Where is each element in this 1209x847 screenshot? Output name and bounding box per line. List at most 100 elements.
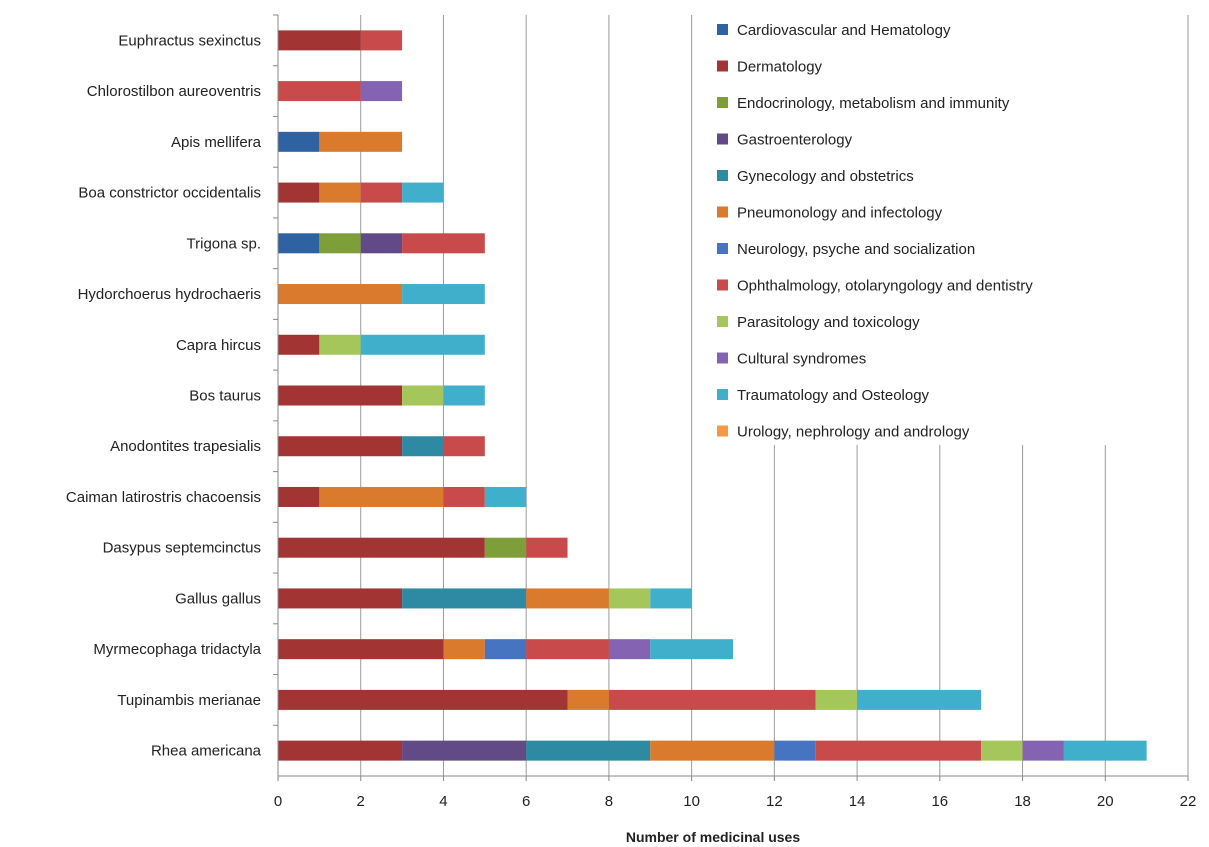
bar-segment [360,233,403,254]
legend-label: Gynecology and obstetrics [737,168,914,185]
legend-swatch [717,243,728,254]
bar-segment [526,588,609,609]
category-label: Hydorchoerus hydrochaeris [78,286,261,303]
legend-label: Parasitology and toxicology [737,314,920,331]
bar-segment [278,436,403,457]
category-label: Capra hircus [176,337,261,354]
legend-label: Pneumonology and infectology [737,205,943,222]
legend-label: Gastroenterology [737,132,853,149]
bar-segment [360,334,485,355]
bar-segment [278,689,568,710]
bar-segment [650,639,733,660]
legend-swatch [717,279,728,291]
bar-segment [402,233,485,254]
x-tick-label: 18 [1014,793,1031,810]
x-tick-label: 22 [1180,793,1197,810]
legend-label: Dermatology [737,59,823,76]
bar-segment [650,588,692,609]
bar-segment [360,81,403,102]
bar-segment [278,385,403,406]
bar-segment [402,436,444,457]
axes [277,15,1188,777]
bar-segment [278,284,403,305]
x-axis-title: Number of medicinal uses [626,829,800,845]
bar-segment [319,233,361,254]
bar-segment [278,639,444,660]
legend-swatch [717,24,728,35]
bar-segment [360,30,403,51]
bar-segment [443,436,485,457]
category-label: Euphractus sexinctus [118,32,261,49]
x-tick-label: 8 [605,793,613,810]
bar-segment [1022,740,1064,761]
bar-segment [278,334,320,355]
bar-segment [857,689,982,710]
legend-background [700,10,1170,445]
bar-segment [815,740,982,761]
x-tick-label: 16 [931,793,948,810]
category-label: Dasypus septemcinctus [103,540,261,557]
legend-swatch [717,425,728,437]
legend-swatch [717,60,728,72]
bar-segment [443,385,485,406]
legend: Cardiovascular and Hematology Dermatology… [700,10,1170,445]
bar-segment [608,639,651,660]
legend-swatch [717,352,728,364]
category-label: Tupinambis merianae [117,692,261,709]
bar-segment [402,740,527,761]
category-label: Trigona sp. [187,235,261,252]
bar-segment [815,689,858,710]
x-tick-label: 10 [683,793,700,810]
bar-segment [319,486,444,507]
bar-segment [484,639,527,660]
bar-segment [526,639,609,660]
bar-segment [402,588,527,609]
bar-segment [567,689,609,710]
legend-swatch [717,97,728,108]
category-label: Gallus gallus [175,590,261,607]
bar-segment [278,233,320,254]
bar-segment [402,385,444,406]
bar-segment [484,486,527,507]
bar-segment [319,131,403,152]
bar-segment [278,740,403,761]
category-label: Chlorostilbon aureoventris [87,83,261,100]
category-label: Bos taurus [189,388,261,405]
legend-label: Ophthalmology, otolaryngology and dentis… [737,278,1033,295]
category-label: Anodontites trapesialis [110,438,261,455]
bar-segment [278,537,485,558]
legend-label: Cultural syndromes [737,351,866,368]
bar-segment [526,740,651,761]
x-tick-label: 12 [766,793,783,810]
bar-segment [774,740,816,761]
legend-swatch [717,206,728,218]
category-label: Myrmecophaga tridactyla [93,641,261,658]
category-label: Rhea americana [151,743,262,760]
bar-segment [278,182,320,203]
bar-segment [402,182,444,203]
bar-segment [608,588,651,609]
legend-label: Urology, nephrology and andrology [737,424,970,441]
bar-segment [526,537,568,558]
x-tick-label: 20 [1097,793,1114,810]
bar-segment [278,588,403,609]
bar-segment [278,81,361,102]
bar-segment [443,486,485,507]
legend-swatch [717,316,728,327]
legend-swatch [717,133,728,145]
legend-swatch [717,389,728,400]
bar-segment [360,182,403,203]
category-label: Apis mellifera [171,134,262,151]
bar-segment [981,740,1023,761]
x-tick-labels: 0 2 4 6 8 10 12 14 16 18 20 22 [274,776,1197,810]
category-label: Caiman latirostris chacoensis [66,489,261,506]
x-tick-label: 0 [274,793,282,810]
bar-segment [484,537,527,558]
bar-segment [650,740,775,761]
x-tick-label: 6 [522,793,530,810]
x-tick-label: 2 [357,793,365,810]
legend-label: Neurology, psyche and socialization [737,241,975,258]
legend-label: Traumatology and Osteology [737,387,930,404]
legend-label: Cardiovascular and Hematology [737,22,951,39]
